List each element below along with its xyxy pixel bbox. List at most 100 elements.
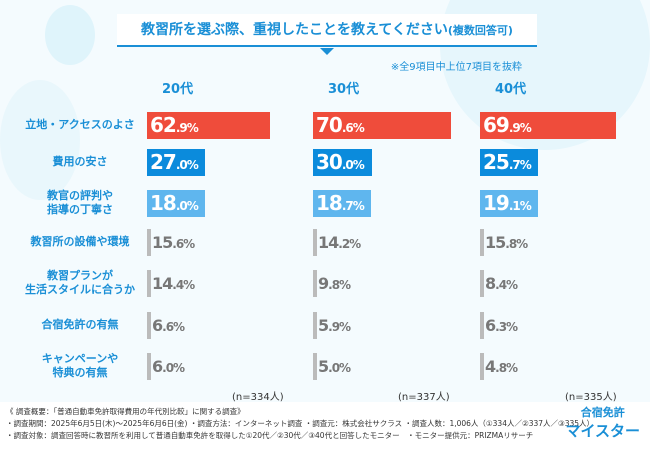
bar-value: 5 <box>318 357 329 376</box>
bar-value-decimal: .6% <box>172 237 195 251</box>
category-label-line: キャンペーンや <box>41 352 119 365</box>
logo-bottom: マイスター <box>565 422 640 440</box>
category-label: キャンペーンや 特典の有無 <box>10 352 150 380</box>
bar-value: 14 <box>318 233 339 252</box>
footer-line: ・調査期間：2025年6月5日(木)〜2025年6月6日(金) ・調査方法：イン… <box>6 419 595 428</box>
sample-size: (n=334人) <box>232 392 284 403</box>
footer: 《 調査概要：「普通自動車免許取得費用の年代別比較」に関する調査》 ・調査期間：… <box>0 402 650 450</box>
title-pointer <box>320 48 334 55</box>
series-label: 20代 <box>162 82 194 97</box>
bar: 70.6% <box>313 112 451 139</box>
bar: 18.0% <box>147 190 205 217</box>
bar-value-decimal: .6% <box>162 320 185 334</box>
bar-value: 70 <box>316 113 343 137</box>
bar: 9.8% <box>313 270 351 297</box>
category-label-line: 教習プランが <box>47 269 113 282</box>
series-label: 30代 <box>328 82 360 97</box>
bar-value-decimal: .3% <box>495 320 518 334</box>
bar: 6.3% <box>480 312 518 339</box>
category-label-line: 立地・アクセスのよさ <box>25 118 135 131</box>
bar: 15.8% <box>480 229 528 256</box>
bar-value-decimal: .9% <box>175 121 199 135</box>
category-label: 合宿免許の有無 <box>10 318 150 332</box>
logo: 合宿免許 マイスター <box>565 404 640 441</box>
category-label: 教習所の設備や環境 <box>10 235 150 249</box>
title-text: 教習所を選ぶ際、重視したことを教えてください <box>141 22 448 38</box>
sample-size: (n=335人) <box>565 392 617 403</box>
bar: 14.2% <box>313 229 361 256</box>
note: ※全9項目中上位7項目を抜粋 <box>390 62 522 73</box>
title-suffix: (複数回答可) <box>447 24 513 37</box>
bar-value-decimal: .8% <box>328 278 351 292</box>
bar-value: 6 <box>485 316 496 335</box>
bar-value: 8 <box>485 274 496 293</box>
category-label: 教習プランが 生活スタイルに合うか <box>10 269 150 297</box>
bar-value: 18 <box>150 191 177 215</box>
bar-value: 6 <box>152 316 163 335</box>
bar: 69.9% <box>480 112 617 139</box>
bar-value-decimal: .0% <box>341 158 365 172</box>
footer-line: ・調査対象：調査回答時に教習所を利用して普通自動車免許を取得した①20代／②30… <box>6 431 534 440</box>
bar: 30.0% <box>313 149 372 176</box>
bar-value-decimal: .6% <box>341 121 365 135</box>
category-label-line: 生活スタイルに合うか <box>25 283 135 296</box>
bar: 5.9% <box>313 312 351 339</box>
bar-value: 69 <box>483 113 510 137</box>
bar: 6.0% <box>147 353 185 380</box>
category-label-line: 指導の丁寧さ <box>47 203 113 216</box>
bar: 18.7% <box>313 190 371 217</box>
bg-bubble <box>45 5 95 65</box>
category-label: 費用の安さ <box>10 155 150 169</box>
bar-value-decimal: .4% <box>172 278 195 292</box>
bar-value: 15 <box>485 233 506 252</box>
bar: 27.0% <box>147 149 205 176</box>
bar: 6.6% <box>147 312 185 339</box>
bar-value-decimal: .0% <box>175 158 199 172</box>
bar: 5.0% <box>313 353 351 380</box>
bar-value-decimal: .8% <box>505 237 528 251</box>
bar-value: 14 <box>152 274 173 293</box>
chart-title: 教習所を選ぶ際、重視したことを教えてください(複数回答可) <box>117 14 537 47</box>
bar-value-decimal: .1% <box>508 199 532 213</box>
bar-value: 6 <box>152 357 163 376</box>
bar-value-decimal: .0% <box>162 361 185 375</box>
bar-value-decimal: .0% <box>175 199 199 213</box>
category-label: 教官の評判や 指導の丁寧さ <box>10 189 150 217</box>
bar-value-decimal: .4% <box>495 278 518 292</box>
bar-value-decimal: .8% <box>495 361 518 375</box>
bar: 14.4% <box>147 270 195 297</box>
bar-value-decimal: .2% <box>338 237 361 251</box>
bar-value-decimal: .7% <box>508 158 532 172</box>
bar-value: 62 <box>150 113 177 137</box>
bar-value-decimal: .9% <box>508 121 532 135</box>
sample-size: (n=337人) <box>398 392 450 403</box>
bar-value-decimal: .0% <box>328 361 351 375</box>
bar: 15.6% <box>147 229 195 256</box>
category-label-line: 教習所の設備や環境 <box>30 235 130 248</box>
bg-bubble <box>0 80 80 200</box>
bar-value: 30 <box>316 150 343 174</box>
category-label-line: 合宿免許の有無 <box>41 318 119 331</box>
bar-value: 27 <box>150 150 177 174</box>
category-label: 立地・アクセスのよさ <box>10 118 150 132</box>
logo-top: 合宿免許 <box>580 406 625 419</box>
bar-value: 25 <box>483 150 510 174</box>
bar-value: 15 <box>152 233 173 252</box>
footer-line: 《 調査概要：「普通自動車免許取得費用の年代別比較」に関する調査》 <box>6 407 245 416</box>
category-label-line: 費用の安さ <box>52 155 108 168</box>
bar-value: 18 <box>316 191 343 215</box>
bar-value: 9 <box>318 274 329 293</box>
category-label-line: 特典の有無 <box>52 366 108 379</box>
bar: 62.9% <box>147 112 270 139</box>
bar-value: 5 <box>318 316 329 335</box>
bar: 25.7% <box>480 149 538 176</box>
category-label-line: 教官の評判や <box>47 189 113 202</box>
series-label: 40代 <box>495 82 527 97</box>
bar-value-decimal: .9% <box>328 320 351 334</box>
bar-value: 4 <box>485 357 496 376</box>
bar: 4.8% <box>480 353 518 380</box>
bar: 8.4% <box>480 270 518 297</box>
bar: 19.1% <box>480 190 538 217</box>
bar-value-decimal: .7% <box>341 199 365 213</box>
bar-value: 19 <box>483 191 510 215</box>
